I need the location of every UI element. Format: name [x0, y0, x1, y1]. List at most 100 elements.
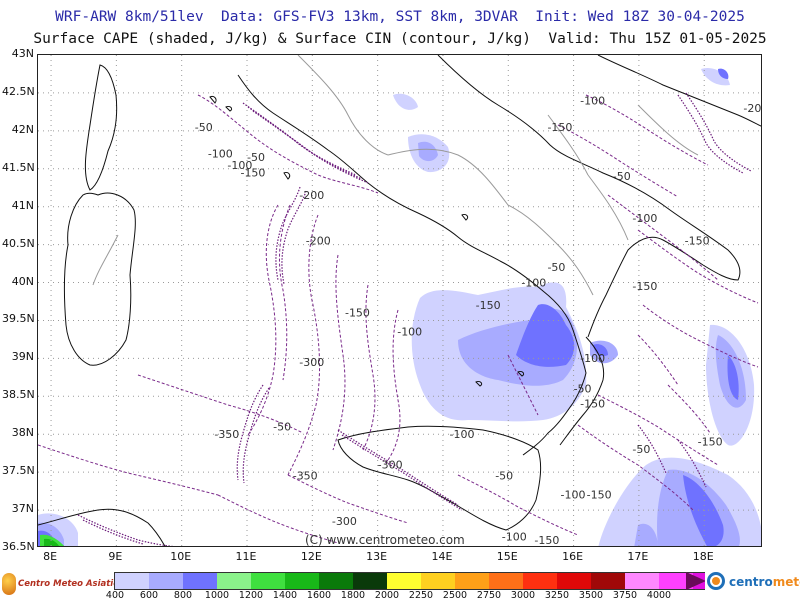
- lat-label: 43N: [11, 47, 34, 60]
- lon-label: 15E: [496, 550, 518, 563]
- coastlines: [38, 55, 761, 546]
- cin-contours: [38, 94, 759, 544]
- lon-label: 12E: [300, 550, 322, 563]
- lat-label: 42N: [11, 122, 34, 136]
- cin-label: -350: [293, 470, 318, 483]
- cin-label: -100: [397, 326, 422, 339]
- cin-label: -200: [299, 189, 324, 202]
- lon-label: 11E: [235, 550, 257, 563]
- lon-label: 14E: [431, 550, 453, 563]
- colorbar-label: 4000: [646, 590, 672, 601]
- colorbar-swatch: [353, 573, 387, 589]
- cin-label: -100: [502, 530, 527, 543]
- lat-label: 41.5N: [2, 160, 35, 174]
- cin-label: -150: [587, 489, 612, 502]
- balloon-icon: [2, 573, 16, 595]
- centro-meteo-asiatico-logo: Centro Meteo Asiatico: [2, 570, 124, 598]
- cin-label: -100: [227, 159, 252, 172]
- lat-label: 38N: [11, 426, 34, 440]
- lon-label: 8E: [43, 550, 58, 563]
- country-borders: [92, 55, 699, 296]
- colorbar-swatch: [217, 573, 251, 589]
- lon-label: 18E: [692, 550, 714, 563]
- cin-label: -200: [743, 102, 762, 115]
- centrometeo-logo: centrometeo: [705, 569, 800, 597]
- cin-label: -100: [521, 276, 546, 289]
- cin-label: -100: [561, 489, 586, 502]
- cin-contour-labels: -50-100-50-100-150-200-100-150-200-50-10…: [195, 94, 762, 547]
- lat-label: 38.5N: [2, 388, 35, 402]
- cin-label: -150: [345, 307, 370, 320]
- cin-dense-contours: [77, 92, 752, 546]
- lon-label: 9E: [108, 550, 123, 563]
- cin-label: -100: [632, 212, 657, 225]
- cin-label: -50: [547, 261, 565, 274]
- colorbar-swatch: [455, 573, 489, 589]
- cin-label: -150: [698, 436, 723, 449]
- lon-label: 17E: [627, 550, 649, 563]
- cin-label: -300: [299, 356, 324, 369]
- copyright-credit: (C) www.centrometeo.com: [305, 533, 465, 547]
- map-title-line2: Surface CAPE (shaded, J/kg) & Surface CI…: [33, 31, 767, 47]
- map-title-line1: WRF-ARW 8km/51lev Data: GFS-FV3 13km, SS…: [55, 9, 745, 25]
- colorbar-label: 3250: [544, 590, 570, 601]
- colorbar-label: 1400: [272, 590, 298, 601]
- colorbar-label: 1200: [238, 590, 264, 601]
- cin-label: -150: [580, 398, 605, 411]
- lat-label: 42.5N: [2, 84, 35, 98]
- colorbar-label: 2750: [476, 590, 502, 601]
- cin-label: -300: [332, 515, 357, 528]
- cin-label: -200: [306, 235, 331, 248]
- colorbar-swatch: [285, 573, 319, 589]
- colorbar-extend-arrow: [686, 572, 706, 590]
- cin-label: -150: [534, 534, 559, 547]
- logo-word-centro: centro: [729, 575, 773, 589]
- colorbar-swatch: [183, 573, 217, 589]
- lat-label: 40N: [11, 274, 34, 288]
- colorbar-swatch: [319, 573, 353, 589]
- cin-label: -100: [449, 428, 474, 441]
- colorbar-label: 2500: [442, 590, 468, 601]
- colorbar-swatch: [659, 573, 693, 589]
- colorbar-label: 3000: [510, 590, 536, 601]
- colorbar-label: 3750: [612, 590, 638, 601]
- lat-lon-grid: [38, 55, 761, 546]
- cin-label: -50: [574, 383, 592, 396]
- cin-label: -100: [208, 147, 233, 160]
- cin-label: -150: [240, 166, 265, 179]
- lat-label: 41N: [11, 198, 34, 212]
- cin-label: -150: [632, 280, 657, 293]
- colorbar-swatch: [149, 573, 183, 589]
- colorbar-label: 3500: [578, 590, 604, 601]
- colorbar-label: 1600: [306, 590, 332, 601]
- right-logo-text: centrometeo: [729, 575, 800, 589]
- lon-label: 13E: [366, 550, 388, 563]
- lat-label: 40.5N: [2, 236, 35, 250]
- colorbar-swatch: [115, 573, 149, 589]
- cin-label: -150: [476, 299, 501, 312]
- lat-label: 37N: [11, 502, 34, 516]
- cape-shading: [38, 67, 761, 546]
- cin-label: -50: [195, 121, 213, 134]
- lon-label: 10E: [170, 550, 192, 563]
- cin-label: -100: [580, 352, 605, 365]
- colorbar-label: 600: [139, 590, 159, 601]
- colorbar-swatch: [421, 573, 455, 589]
- colorbar-label: 2250: [408, 590, 434, 601]
- cin-label: -150: [547, 121, 572, 134]
- lon-label: 16E: [562, 550, 584, 563]
- cin-label: -100: [580, 94, 605, 107]
- cin-label: -50: [632, 443, 650, 456]
- cin-label: -50: [613, 170, 631, 183]
- lat-label: 39N: [11, 350, 34, 364]
- colorbar-swatch: [523, 573, 557, 589]
- left-logo-text: Centro Meteo Asiatico: [18, 579, 125, 589]
- cin-label: -50: [247, 151, 265, 164]
- cin-label: -50: [273, 420, 291, 433]
- cin-label: -300: [378, 458, 403, 471]
- colorbar-swatch: [591, 573, 625, 589]
- colorbar-swatch: [489, 573, 523, 589]
- lat-label: 37.5N: [2, 464, 35, 478]
- logo-word-meteo: meteo: [772, 575, 800, 589]
- lat-label: 36.5N: [2, 540, 35, 553]
